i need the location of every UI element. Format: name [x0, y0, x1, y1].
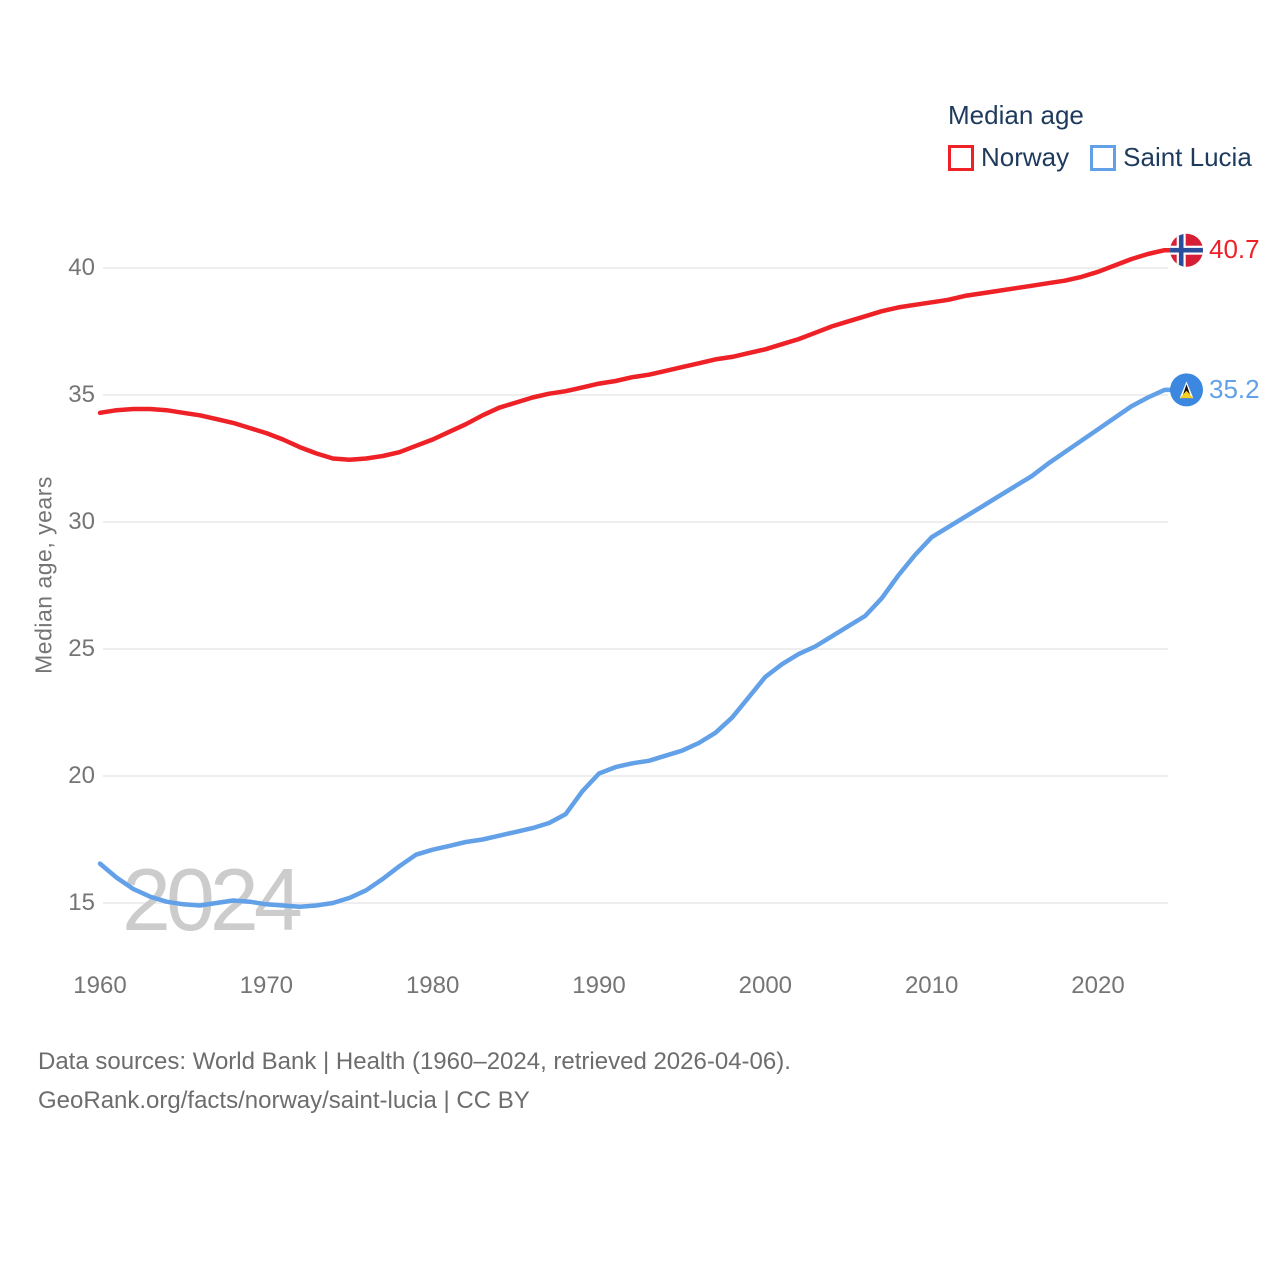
footer-link: GeoRank.org/facts/norway/saint-lucia | C… — [38, 1087, 530, 1114]
saint-lucia-flag-icon — [1170, 373, 1203, 407]
chart-svg: 2024 — [97, 233, 1203, 949]
norway-flag-icon — [1170, 233, 1203, 267]
legend-items: Norway Saint Lucia — [948, 142, 1252, 173]
norway-line — [97, 247, 1176, 463]
x-tick-label: 1970 — [239, 972, 294, 999]
saint-lucia-end-value: 35.2 — [1209, 373, 1260, 404]
footer-sources: Data sources: World Bank | Health (1960–… — [38, 1048, 791, 1075]
norway-end-value: 40.7 — [1209, 234, 1260, 265]
year-watermark: 2024 — [122, 850, 301, 949]
legend-title: Median age — [948, 100, 1084, 130]
x-tick-label: 2020 — [1071, 972, 1125, 999]
saint-lucia-line — [97, 387, 1176, 910]
x-tick-label: 1990 — [572, 972, 626, 999]
y-tick-label: 40 — [68, 254, 95, 281]
y-tick-label: 20 — [68, 762, 95, 789]
line-chart: 2024 — [97, 233, 1203, 949]
legend-label-saint-lucia[interactable]: Saint Lucia — [1123, 142, 1252, 172]
x-tick-label: 2010 — [904, 972, 959, 999]
x-tick-label: 1980 — [405, 972, 460, 999]
y-tick-label: 15 — [68, 889, 95, 916]
saint-lucia-legend-swatch[interactable] — [1090, 144, 1117, 171]
x-tick-label: 2000 — [738, 972, 793, 999]
legend-label-norway[interactable]: Norway — [981, 142, 1070, 172]
x-tick-label: 1960 — [73, 972, 127, 999]
y-tick-label: 30 — [68, 508, 95, 535]
chart-legend: Median age Norway Saint Lucia — [948, 100, 1252, 173]
footer: Data sources: World Bank | Health (1960–… — [38, 1042, 791, 1120]
y-tick-label: 25 — [68, 635, 95, 662]
norway-legend-swatch[interactable] — [948, 144, 974, 171]
y-tick-label: 35 — [68, 381, 95, 408]
